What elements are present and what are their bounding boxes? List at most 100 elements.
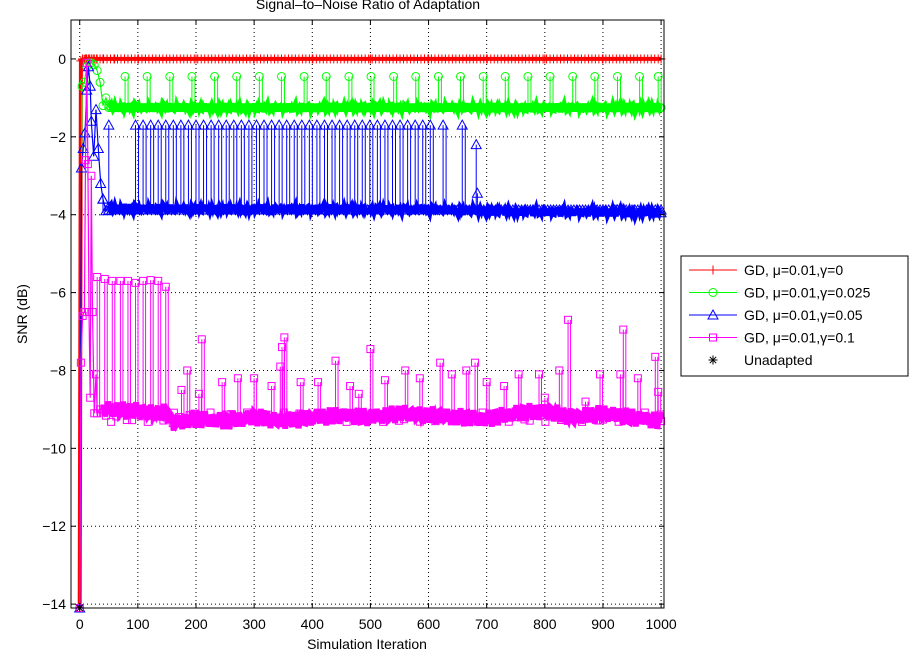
data-point	[543, 103, 553, 113]
data-point	[408, 103, 418, 113]
data-point	[572, 412, 581, 421]
data-point	[264, 410, 273, 419]
legend-marker	[709, 333, 717, 342]
spike-point	[568, 71, 578, 81]
data-point	[190, 103, 200, 113]
data-point	[585, 103, 595, 113]
data-point	[464, 103, 474, 113]
data-point	[567, 103, 577, 113]
x-tick-label: 600	[417, 616, 441, 632]
spike-point	[161, 282, 170, 291]
data-point	[410, 413, 419, 422]
series-line	[77, 56, 662, 609]
data-point	[494, 409, 503, 418]
data-point	[608, 103, 618, 113]
data-point	[426, 409, 435, 418]
data-point	[143, 103, 153, 113]
spike-point	[97, 193, 109, 204]
spike-point	[254, 71, 264, 81]
data-point	[499, 410, 508, 419]
data-point	[250, 103, 260, 113]
data-point	[143, 417, 152, 426]
data-point	[79, 77, 89, 87]
legend-box	[680, 255, 909, 377]
data-point	[106, 103, 116, 113]
data-point	[630, 416, 639, 425]
spike-point	[401, 366, 410, 375]
data-point	[257, 103, 267, 113]
spike-point	[456, 71, 466, 81]
data-point	[383, 103, 393, 113]
data-point	[441, 103, 451, 113]
data-point	[367, 103, 377, 113]
spike-point	[177, 385, 186, 394]
data-point	[332, 409, 341, 418]
spike-point	[482, 378, 491, 387]
data-point	[157, 103, 167, 113]
legend-entry: Unadapted	[708, 352, 813, 368]
data-point	[518, 103, 528, 113]
data-point	[325, 103, 335, 113]
data-point	[82, 58, 91, 67]
data-point	[208, 103, 218, 113]
data-point	[420, 103, 430, 113]
data-point	[271, 103, 281, 113]
data-point	[90, 103, 102, 115]
legend-label: GD, μ=0.01,γ=0.1	[744, 330, 855, 346]
y-tick-label: −10	[42, 440, 66, 456]
data-point	[183, 103, 193, 113]
spike-point	[555, 366, 564, 375]
data-point	[450, 103, 460, 113]
data-point	[569, 103, 579, 113]
spike-point	[233, 374, 242, 383]
spike-point	[564, 315, 573, 324]
data-point	[639, 103, 649, 113]
data-point	[159, 416, 168, 425]
spike-point	[447, 370, 456, 379]
data-point	[204, 103, 214, 113]
data-point	[618, 103, 628, 113]
data-point	[285, 415, 294, 424]
spike-point	[154, 276, 163, 285]
spike-point	[346, 382, 355, 391]
y-tick-label: −8	[50, 362, 66, 378]
data-point	[615, 103, 625, 113]
data-point	[87, 171, 96, 180]
data-point	[215, 103, 225, 113]
spike-point	[545, 71, 555, 81]
data-point	[92, 142, 105, 154]
x-tick-label: 500	[359, 616, 383, 632]
data-point	[297, 103, 307, 113]
data-point	[452, 417, 461, 426]
spike-point	[299, 71, 309, 81]
spike-point	[379, 119, 391, 130]
spike-point	[273, 119, 285, 130]
data-point	[139, 103, 149, 113]
spike-point	[144, 119, 157, 130]
data-point	[469, 103, 479, 113]
spike-point	[500, 71, 510, 81]
data-point	[306, 103, 316, 113]
spike-point	[311, 119, 323, 130]
data-point	[206, 103, 216, 113]
data-point	[185, 411, 194, 420]
data-point	[611, 103, 621, 113]
data-point	[562, 416, 571, 425]
data-point	[348, 103, 358, 113]
data-point	[160, 103, 170, 113]
x-tick-label: 1000	[646, 616, 677, 632]
spike-point	[108, 276, 117, 285]
data-point	[635, 414, 644, 423]
spike-point	[654, 387, 663, 396]
spike-point	[416, 119, 429, 130]
data-point	[269, 103, 279, 113]
data-point	[132, 103, 142, 113]
data-point	[394, 103, 404, 113]
data-point	[190, 409, 199, 418]
data-point	[362, 103, 372, 113]
data-point	[80, 308, 89, 317]
data-point	[181, 103, 191, 113]
y-tick-label: 0	[58, 51, 66, 67]
spike-point	[131, 278, 140, 287]
data-point	[551, 408, 560, 417]
